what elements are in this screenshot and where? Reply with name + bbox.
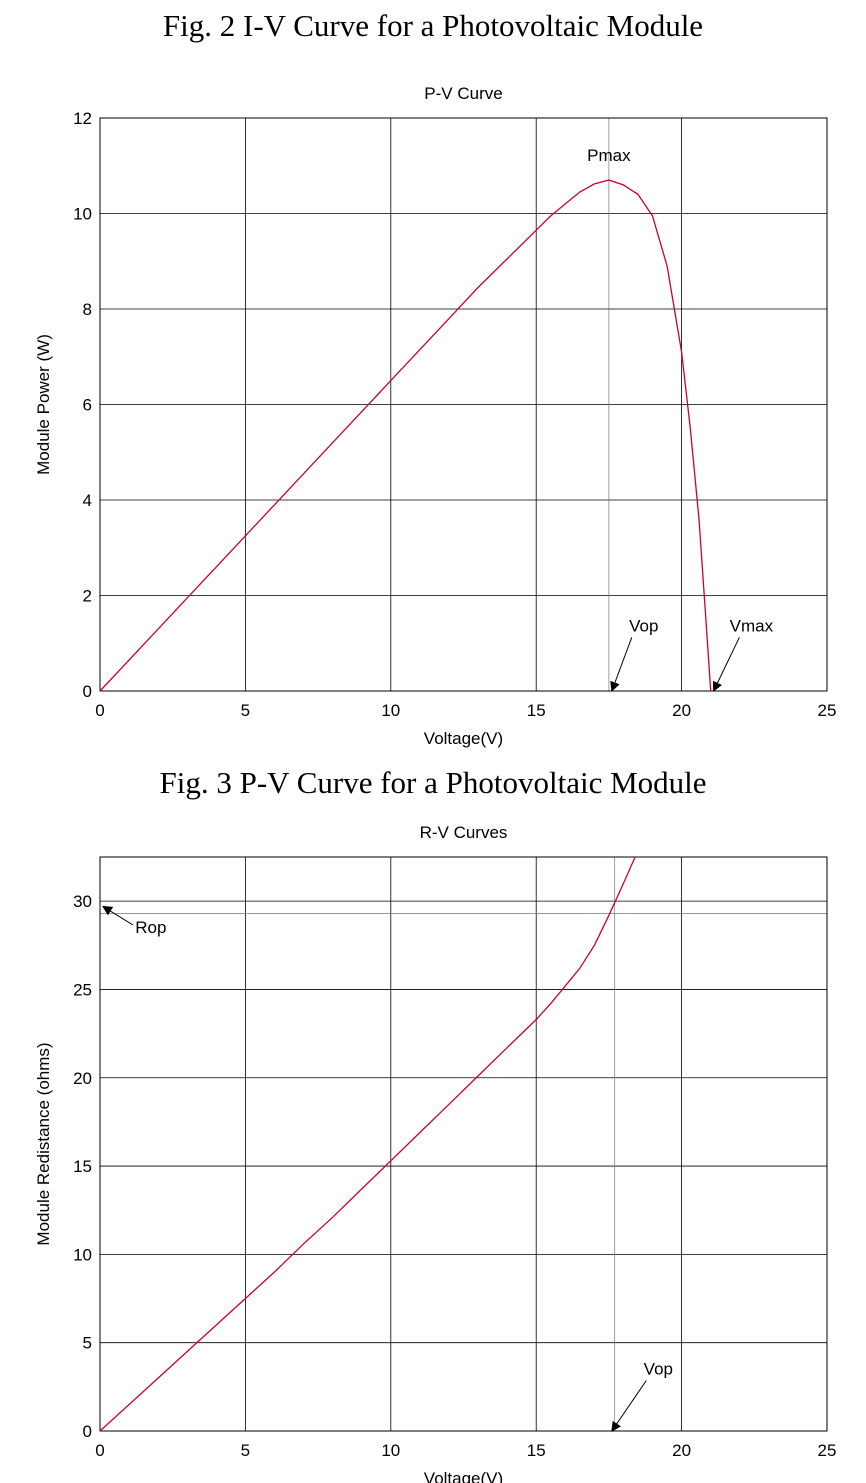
data-series-line	[99, 179, 712, 692]
annotation-label: Vmax	[730, 616, 774, 635]
y-tick-label: 15	[73, 1157, 92, 1176]
annotation-arrow	[611, 1380, 647, 1432]
annotation-arrow	[610, 637, 633, 692]
annotation-label: Pmax	[587, 146, 631, 165]
y-tick-label: 2	[83, 587, 92, 606]
y-tick-label: 5	[83, 1334, 92, 1353]
y-tick-label: 4	[83, 491, 92, 510]
y-tick-label: 30	[73, 892, 92, 911]
x-tick-label: 10	[381, 701, 400, 720]
y-tick-label: 0	[83, 1422, 92, 1441]
x-tick-label: 15	[527, 701, 546, 720]
chart-title: P-V Curve	[424, 84, 502, 103]
figure-caption-top: Fig. 2 I-V Curve for a Photovoltaic Modu…	[162, 8, 704, 43]
x-tick-label: 0	[95, 701, 104, 720]
x-tick-label: 25	[818, 1441, 837, 1460]
x-axis-label: Voltage(V)	[424, 1469, 503, 1483]
y-tick-label: 10	[73, 1245, 92, 1264]
annotation-arrow	[712, 637, 740, 692]
annotation-arrow	[102, 905, 134, 926]
x-tick-label: 5	[241, 1441, 250, 1460]
x-tick-label: 5	[241, 701, 250, 720]
x-axis-label: Voltage(V)	[424, 729, 503, 748]
y-tick-label: 20	[73, 1069, 92, 1088]
x-tick-label: 0	[95, 1441, 104, 1460]
y-axis-label: Module Power (W)	[34, 334, 53, 475]
chart-title: R-V Curves	[420, 823, 508, 842]
plot-frame	[99, 856, 828, 1432]
y-tick-label: 25	[73, 980, 92, 999]
data-series-line	[99, 856, 636, 1432]
x-tick-label: 25	[818, 701, 837, 720]
annotation-label: Rop	[135, 918, 166, 937]
x-tick-label: 20	[672, 1441, 691, 1460]
y-tick-label: 0	[83, 682, 92, 701]
annotation-label: Vop	[629, 616, 658, 635]
y-tick-label: 12	[73, 109, 92, 128]
y-axis-label: Module Redistance (ohms)	[34, 1042, 53, 1245]
y-tick-label: 8	[83, 300, 92, 319]
x-tick-label: 15	[527, 1441, 546, 1460]
x-tick-label: 10	[381, 1441, 400, 1460]
annotation-label: Vop	[644, 1359, 673, 1378]
x-tick-label: 20	[672, 701, 691, 720]
plot-frame	[99, 117, 828, 692]
y-tick-label: 6	[83, 396, 92, 415]
y-tick-label: 10	[73, 205, 92, 224]
figure-caption-middle: Fig. 3 P-V Curve for a Photovoltaic Modu…	[159, 765, 707, 800]
